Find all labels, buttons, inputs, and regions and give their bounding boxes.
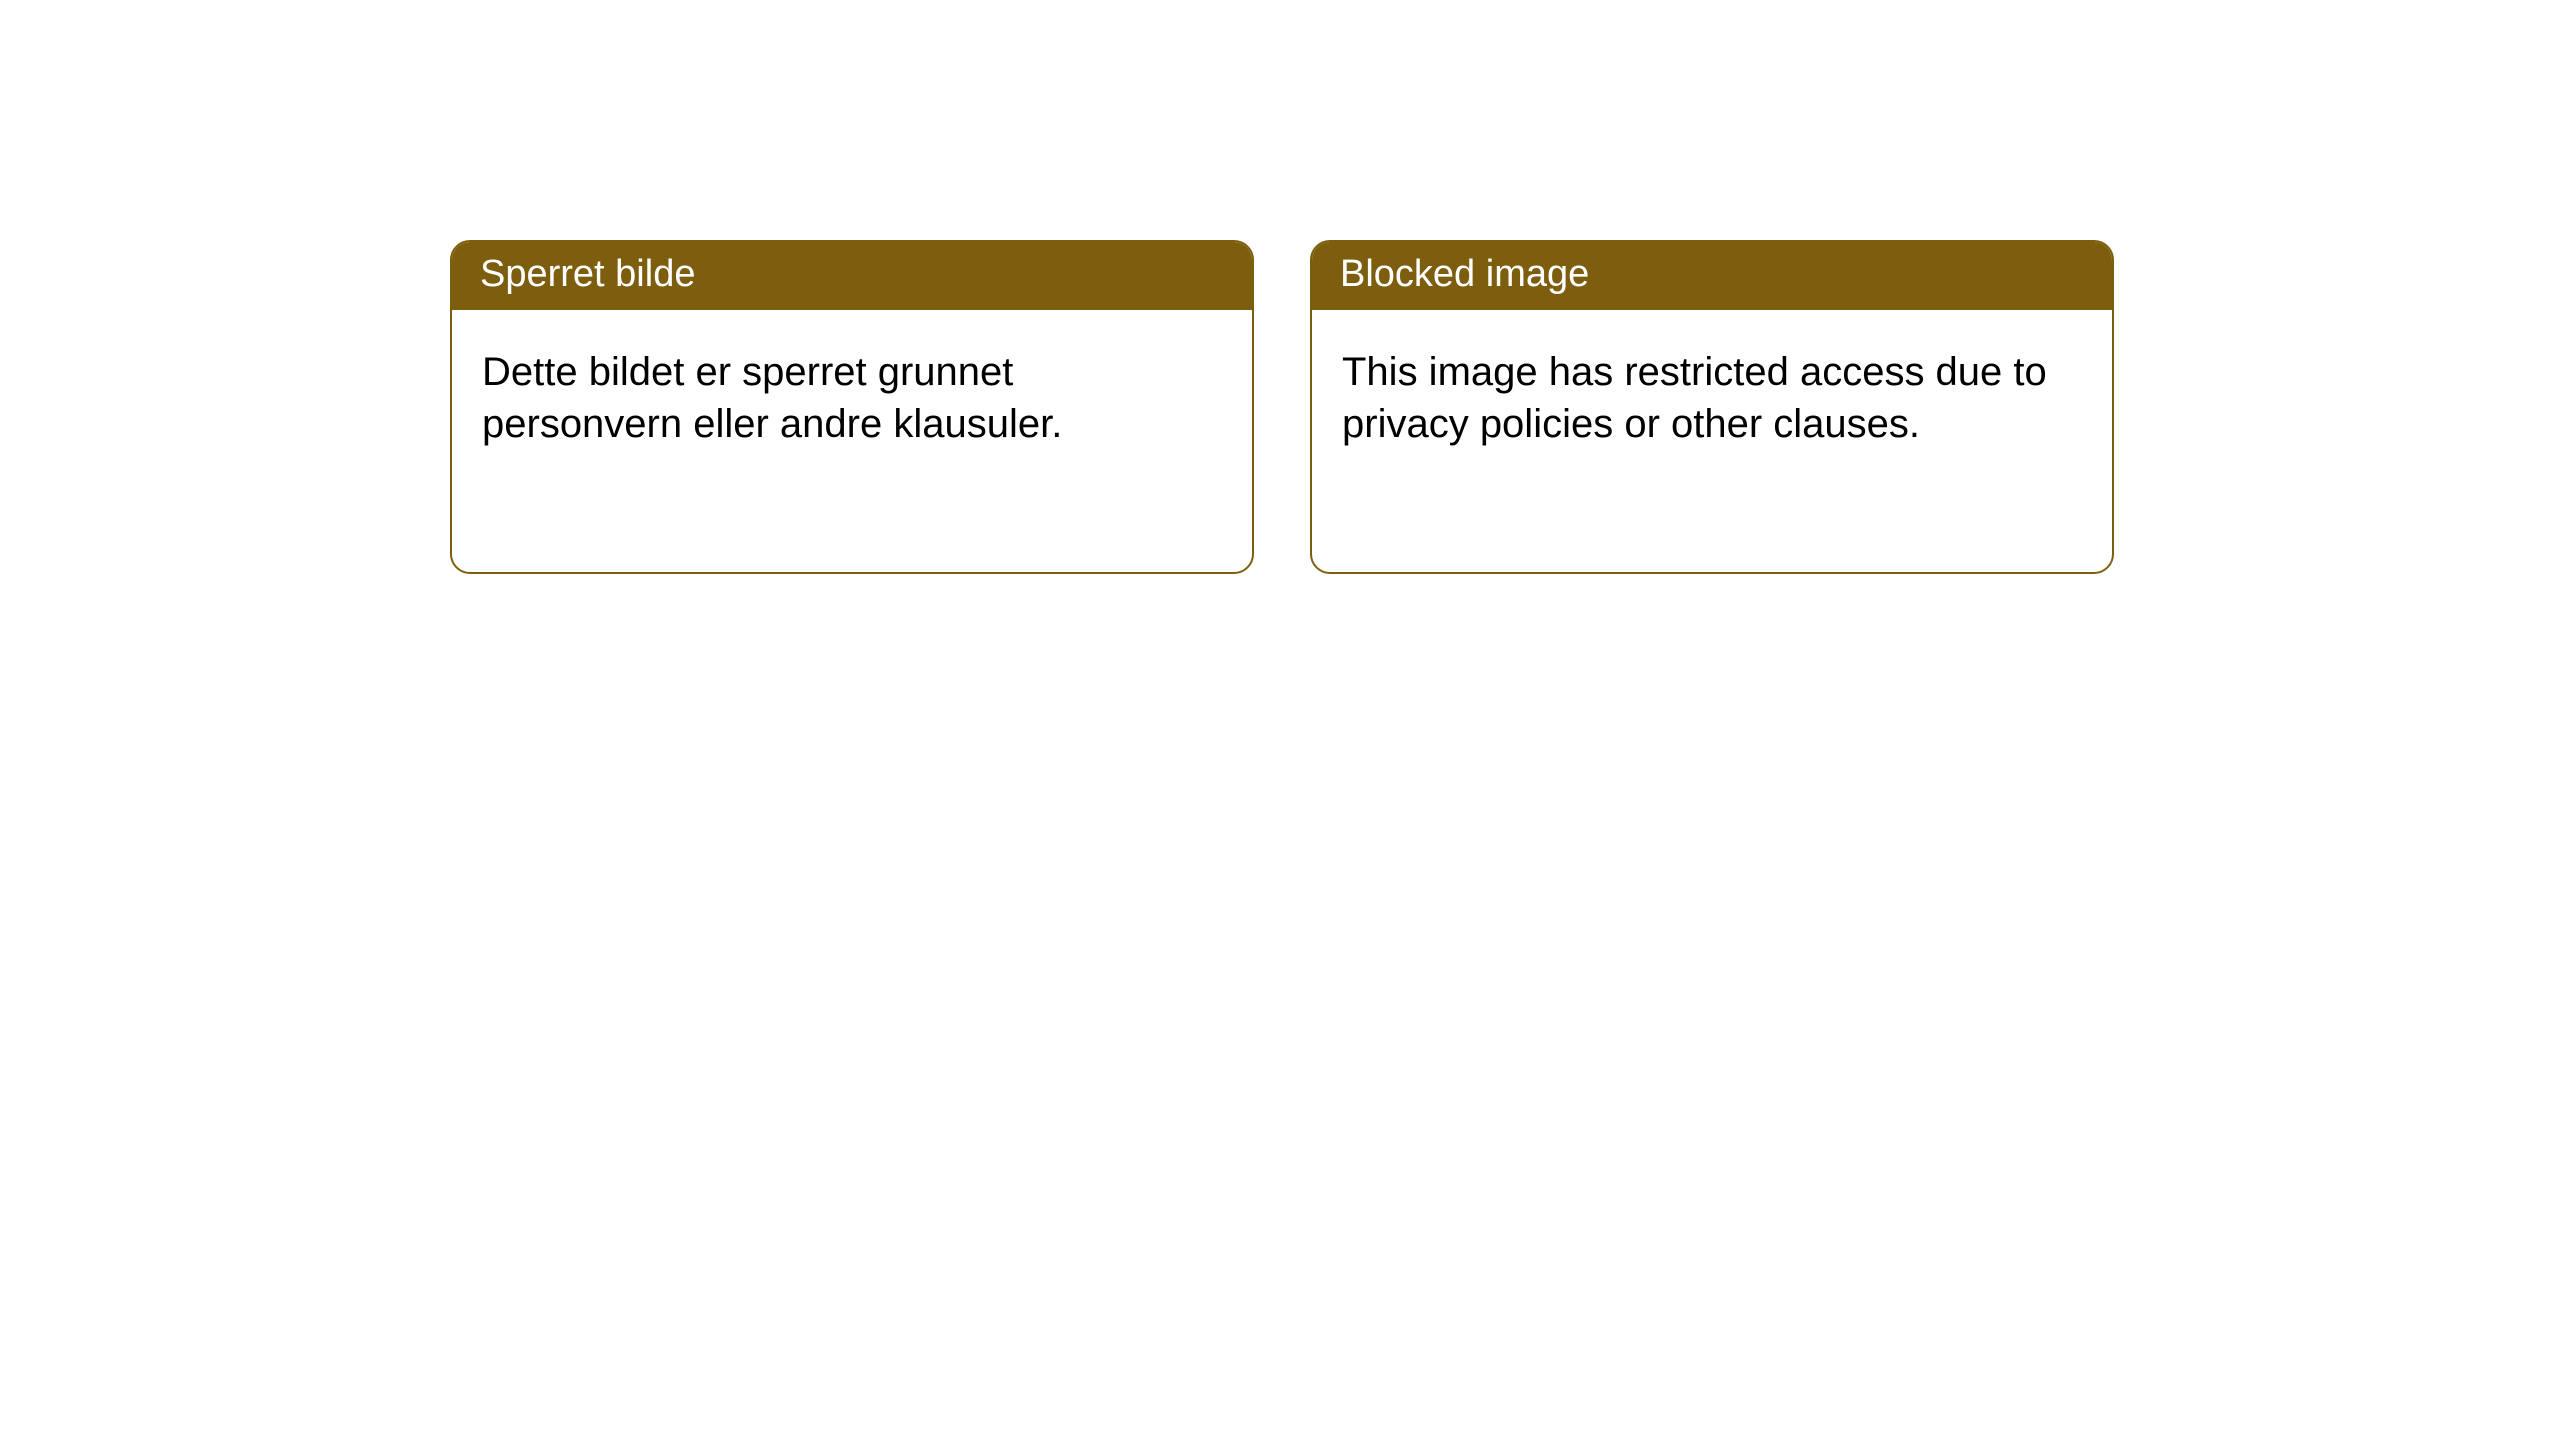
notice-container: Sperret bilde Dette bildet er sperret gr…	[0, 0, 2560, 574]
card-body-english: This image has restricted access due to …	[1312, 310, 2112, 486]
card-title-norwegian: Sperret bilde	[452, 242, 1252, 310]
notice-card-english: Blocked image This image has restricted …	[1310, 240, 2114, 574]
card-title-english: Blocked image	[1312, 242, 2112, 310]
notice-card-norwegian: Sperret bilde Dette bildet er sperret gr…	[450, 240, 1254, 574]
card-body-norwegian: Dette bildet er sperret grunnet personve…	[452, 310, 1252, 486]
